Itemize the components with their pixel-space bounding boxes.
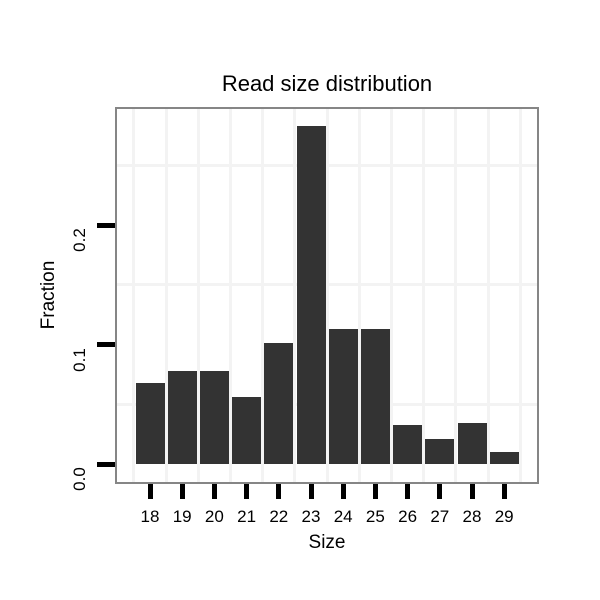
- x-tick-label: 26: [398, 507, 418, 526]
- x-axis-title: Size: [308, 532, 346, 553]
- x-tick: [147, 484, 153, 499]
- x-tick-label: 19: [172, 507, 192, 526]
- minor-gridline-vertical: [454, 109, 458, 482]
- x-tick-label: 18: [140, 507, 160, 526]
- minor-gridline-horizontal: [117, 402, 537, 406]
- minor-gridline-vertical: [132, 109, 136, 482]
- bar-size-26: [393, 424, 423, 464]
- bar-size-29: [489, 452, 519, 464]
- x-tick-label: 27: [430, 507, 450, 526]
- minor-gridline-vertical: [422, 109, 426, 482]
- x-tick-label: 29: [494, 507, 514, 526]
- x-tick-label: 23: [301, 507, 321, 526]
- bar-size-18: [135, 382, 165, 464]
- y-tick-label: 0.0: [70, 467, 89, 491]
- plot-panel: [115, 107, 539, 484]
- x-tick-label: 25: [365, 507, 385, 526]
- x-tick: [211, 484, 217, 499]
- bar-size-21: [232, 397, 262, 464]
- minor-gridline-vertical: [164, 109, 168, 482]
- x-tick: [437, 484, 443, 499]
- x-tick-label: 24: [333, 507, 353, 526]
- x-tick: [469, 484, 475, 499]
- x-tick-label: 20: [204, 507, 224, 526]
- x-tick-label: 28: [462, 507, 482, 526]
- minor-gridline-horizontal: [117, 163, 537, 167]
- bar-size-27: [425, 438, 455, 464]
- chart-title: Read size distribution: [221, 71, 433, 96]
- minor-gridline-vertical: [486, 109, 490, 482]
- y-axis-title: Fraction: [38, 260, 59, 330]
- y-tick-label: 0.2: [70, 228, 89, 252]
- x-tick: [501, 484, 507, 499]
- x-tick-label: 21: [237, 507, 257, 526]
- y-tick: [97, 461, 115, 467]
- y-tick-label: 0.1: [70, 347, 89, 372]
- minor-gridline-vertical: [325, 109, 329, 482]
- y-tick: [97, 222, 115, 228]
- minor-gridline-horizontal: [117, 283, 537, 287]
- minor-gridline-vertical: [196, 109, 200, 482]
- bar-size-22: [264, 343, 294, 464]
- x-tick: [372, 484, 378, 499]
- x-tick: [308, 484, 314, 499]
- bar-size-19: [167, 370, 197, 464]
- x-tick: [340, 484, 346, 499]
- y-tick: [97, 342, 115, 347]
- x-tick: [179, 484, 185, 499]
- bar-size-28: [457, 423, 487, 464]
- minor-gridline-vertical: [261, 109, 265, 482]
- x-tick: [276, 484, 282, 499]
- bar-size-25: [360, 328, 390, 464]
- bar-size-23: [296, 125, 326, 464]
- minor-gridline-vertical: [390, 109, 393, 482]
- minor-gridline-vertical: [229, 109, 232, 482]
- bar-size-24: [328, 328, 358, 464]
- x-tick: [405, 484, 411, 499]
- minor-gridline-vertical: [518, 109, 522, 482]
- x-tick: [244, 484, 250, 499]
- minor-gridline-vertical: [293, 109, 297, 482]
- x-tick-label: 22: [269, 507, 289, 526]
- minor-gridline-vertical: [357, 109, 361, 482]
- bar-size-20: [199, 370, 229, 464]
